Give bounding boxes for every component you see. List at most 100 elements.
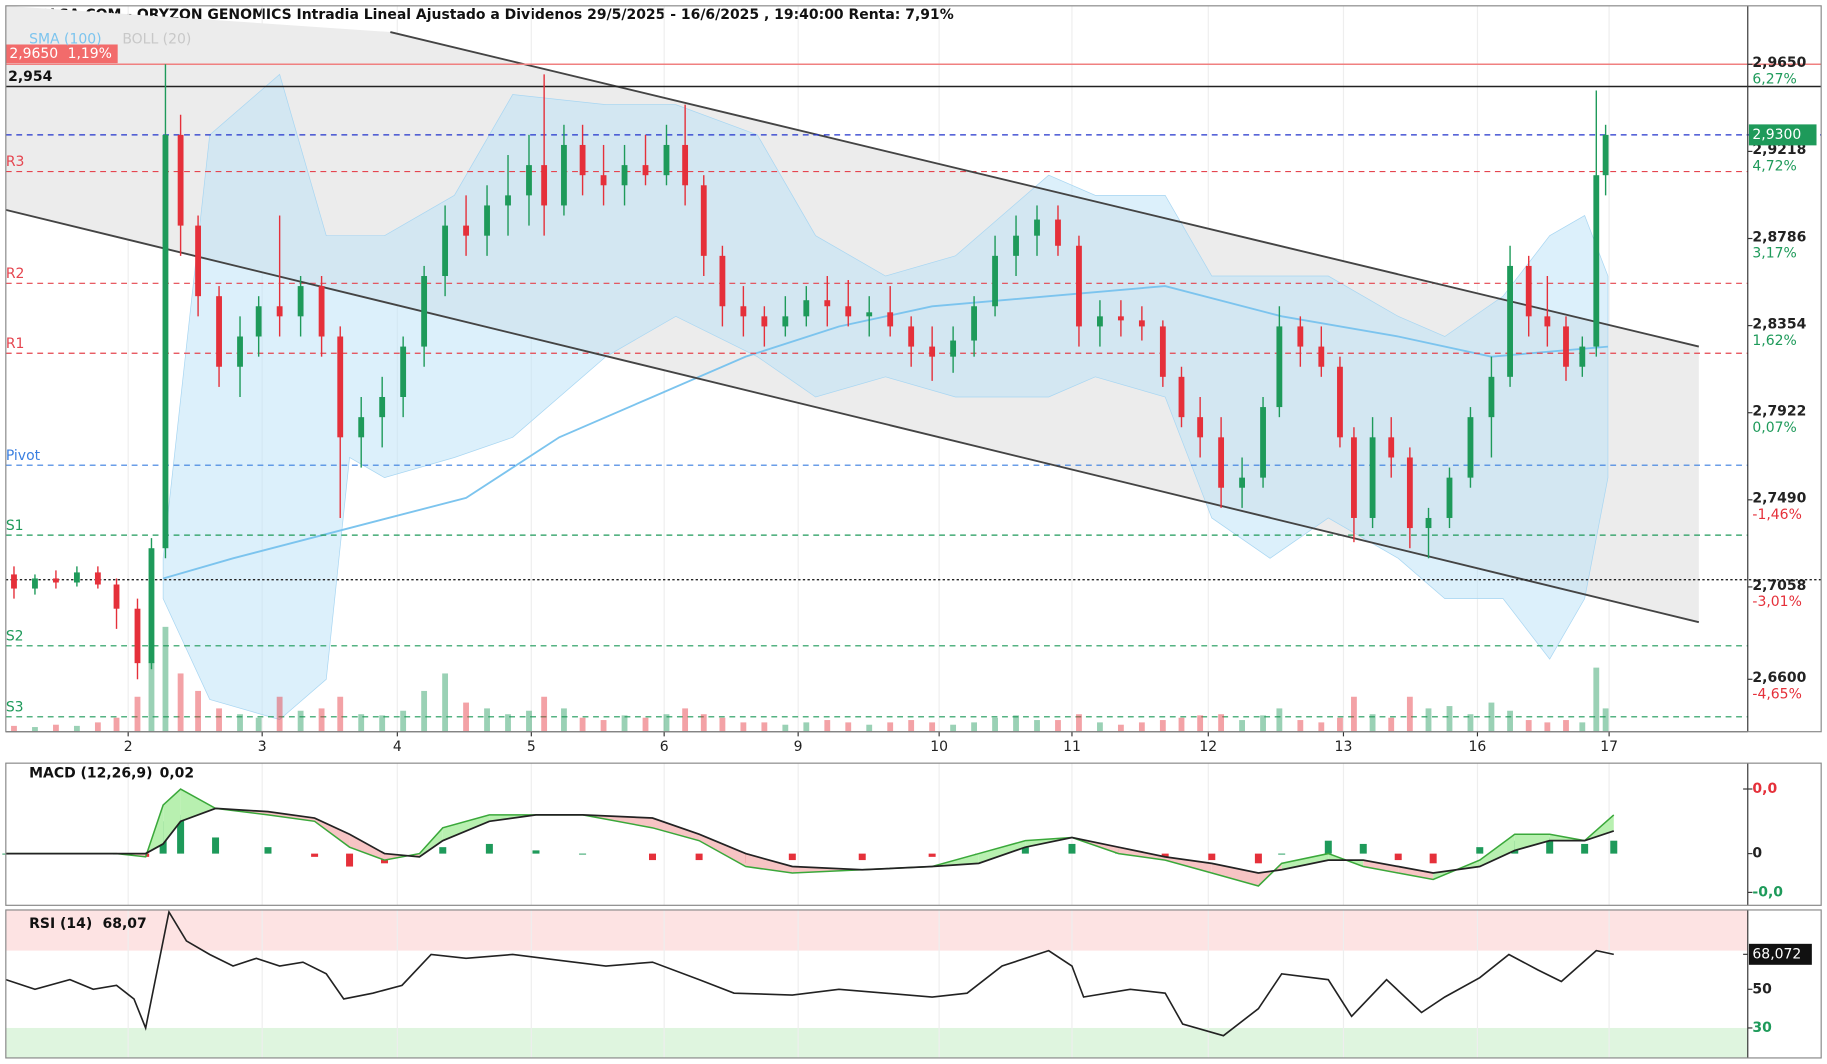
volume-bar <box>642 717 649 732</box>
candle-body <box>1297 326 1304 347</box>
candle-body <box>1197 417 1204 438</box>
candle-body <box>379 396 386 418</box>
macd-histogram-bar <box>212 837 220 854</box>
volume-bar <box>177 673 184 732</box>
volume-bar <box>32 727 38 732</box>
macd-fill <box>1514 834 1550 851</box>
volume-bar <box>1406 696 1413 732</box>
volume-bar <box>216 708 222 732</box>
volume-bar <box>992 717 998 732</box>
x-tick-label: 6 <box>660 739 669 755</box>
candle-body <box>1138 320 1145 327</box>
volume-bar <box>700 714 707 732</box>
candle-body <box>276 306 283 317</box>
macd-fill <box>180 789 216 822</box>
candle-body <box>700 185 707 256</box>
macd-fill <box>1211 863 1259 886</box>
macd-fill <box>1281 853 1329 870</box>
candle-body <box>1544 316 1551 327</box>
x-tick-label: 13 <box>1335 739 1353 755</box>
volume-bar <box>1507 710 1513 732</box>
volume-bar <box>337 696 344 732</box>
volume-bar <box>442 673 449 732</box>
macd-histogram-bar <box>579 853 587 855</box>
candle-body <box>782 316 789 327</box>
candle-body <box>824 300 831 307</box>
candle-body <box>761 316 768 327</box>
volume-bar <box>1197 715 1204 732</box>
candle-body <box>1406 457 1413 529</box>
candle-body <box>1276 326 1283 408</box>
macd-histogram-bar <box>1208 853 1216 861</box>
y-tick-label: 30 <box>1752 1020 1772 1036</box>
volume-bar <box>1138 722 1145 732</box>
candle-body <box>177 134 184 226</box>
macd-histogram-bar <box>1254 853 1262 864</box>
volume-bar <box>1276 708 1283 732</box>
volume-bar <box>1318 722 1325 732</box>
candle-body <box>73 572 80 583</box>
volume-bar <box>761 722 768 732</box>
volume-bar <box>1117 724 1124 732</box>
y-tick-label: 2,8354 <box>1752 316 1806 332</box>
macd-fill <box>163 789 181 844</box>
macd-fill <box>1363 860 1399 874</box>
macd-histogram-bar <box>1068 843 1076 854</box>
candle-body <box>1013 235 1019 256</box>
candle-body <box>53 578 59 583</box>
channel-line <box>390 31 1700 348</box>
volume-bar <box>255 717 262 732</box>
volume-bar <box>1159 720 1166 732</box>
macd-histogram-bar <box>264 847 272 854</box>
rsi-value-box <box>1748 943 1812 965</box>
volume-bar <box>1593 667 1600 732</box>
macd-histogram-bar <box>177 814 185 854</box>
candle-body <box>1369 437 1376 518</box>
pivot-level-label: Pivot <box>6 448 41 464</box>
candle-body <box>195 225 201 297</box>
candle-body <box>1218 437 1225 488</box>
legend-entry: SMA (100) <box>29 32 101 48</box>
candle-body <box>94 572 101 585</box>
panel-frame <box>5 909 1822 1059</box>
x-tick-label: 5 <box>527 739 536 755</box>
candle-body <box>803 300 810 317</box>
candle-body <box>971 306 978 341</box>
candle-body <box>1563 326 1569 367</box>
pivot-level-label: R2 <box>6 266 25 282</box>
volume-bar <box>505 714 511 732</box>
candle-body <box>1507 265 1513 377</box>
macd-histogram-bar <box>1359 843 1367 854</box>
candle-body <box>421 276 428 347</box>
y-tick-change: -3,01% <box>1752 594 1801 610</box>
candle-body <box>719 255 726 307</box>
y-tick-label: -0,0 <box>1752 884 1783 900</box>
macd-fill <box>349 834 385 861</box>
y-tick-label: 2,9650 <box>1752 55 1806 71</box>
x-tick-label: 2 <box>124 739 133 755</box>
candle-body <box>1488 376 1495 418</box>
candle-body <box>845 306 852 317</box>
volume-bar <box>526 710 532 732</box>
candle-body <box>358 417 365 438</box>
macd-fill <box>1479 834 1515 867</box>
candle-body <box>600 175 607 186</box>
price-line-label: 2,954 <box>8 69 52 85</box>
candle-body <box>1388 437 1395 458</box>
price-box <box>5 44 118 64</box>
candle-body <box>929 346 936 357</box>
candle-body <box>134 608 141 664</box>
panel-value: 68,07 <box>103 916 147 932</box>
candle-body <box>113 584 120 609</box>
candle-body <box>866 312 873 317</box>
candle-body <box>950 340 957 357</box>
x-tick-label: 9 <box>794 739 803 755</box>
candle-body <box>505 195 511 206</box>
current-price-label: 2,9300 <box>1752 127 1801 143</box>
oversold-zone <box>5 1027 1748 1058</box>
volume-bar <box>53 724 59 732</box>
candle-body <box>318 286 325 337</box>
candle-body <box>621 165 628 186</box>
volume-bar <box>1579 722 1586 732</box>
volume-bar <box>1076 714 1082 732</box>
